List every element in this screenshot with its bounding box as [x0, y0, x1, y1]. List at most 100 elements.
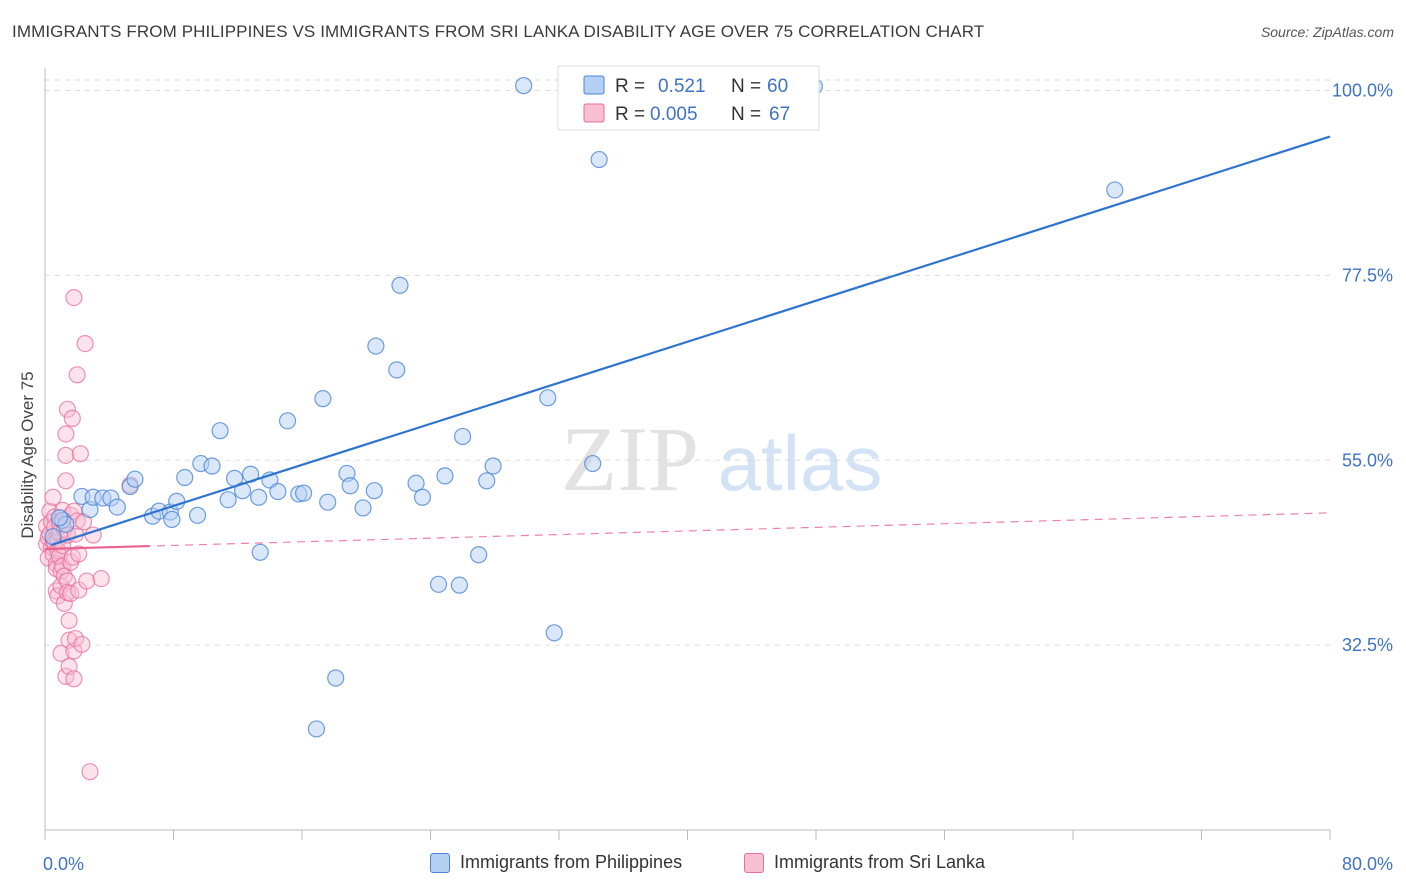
- y-tick-label: 100.0%: [1332, 81, 1393, 101]
- point-philippines: [307, 720, 326, 738]
- point-philippines: [126, 470, 144, 488]
- point-sri-lanka: [73, 635, 91, 653]
- point-philippines: [429, 575, 448, 593]
- top-legend-r-value-blue: 0.521: [658, 76, 706, 97]
- point-philippines: [545, 624, 563, 642]
- point-philippines: [354, 499, 372, 517]
- point-philippines: [470, 546, 488, 564]
- bottom-legend: Immigrants from Philippines Immigrants f…: [0, 852, 1406, 878]
- point-philippines: [407, 474, 425, 492]
- point-philippines: [413, 488, 432, 506]
- series-philippines-points: [44, 77, 1124, 738]
- top-legend: R = 0.521 N = 60 R = 0.005 N = 67: [557, 65, 820, 131]
- legend-item-sri-lanka[interactable]: Immigrants from Sri Lanka: [744, 852, 985, 873]
- y-tick-labels: 32.5% 55.0% 77.5% 100.0%: [1332, 81, 1393, 656]
- point-philippines: [250, 488, 268, 506]
- point-sri-lanka: [66, 629, 85, 648]
- top-legend-r-label-pink: R =: [615, 104, 645, 125]
- point-philippines: [1106, 181, 1124, 199]
- point-philippines: [203, 457, 221, 475]
- point-sri-lanka: [92, 569, 110, 588]
- source-label: Source: ZipAtlas.com: [1260, 24, 1394, 40]
- point-philippines: [327, 669, 345, 687]
- trend-line-philippines: [51, 135, 1331, 546]
- legend-label-sri-lanka: Immigrants from Sri Lanka: [774, 852, 986, 872]
- point-philippines: [484, 457, 502, 475]
- point-philippines: [319, 493, 337, 511]
- point-sri-lanka: [44, 488, 62, 506]
- point-philippines: [219, 491, 237, 509]
- axes: [44, 68, 1331, 840]
- top-legend-n-label-blue: N =: [731, 76, 761, 97]
- point-sri-lanka: [60, 611, 78, 630]
- x-tick-label-max: 80.0%: [1342, 854, 1393, 874]
- point-philippines: [367, 337, 385, 355]
- point-philippines: [365, 482, 383, 500]
- point-philippines: [391, 276, 409, 294]
- watermark-atlas: atlas: [718, 419, 883, 507]
- top-legend-swatch-blue: [583, 75, 605, 95]
- trend-line-sri-lanka-solid: [44, 544, 150, 551]
- point-philippines: [454, 427, 472, 446]
- top-legend-r-label-blue: R =: [615, 76, 645, 97]
- point-sri-lanka: [70, 545, 88, 563]
- point-philippines: [436, 467, 454, 485]
- point-sri-lanka: [76, 335, 94, 353]
- point-philippines: [341, 477, 359, 495]
- point-philippines: [188, 506, 207, 524]
- point-sri-lanka: [65, 670, 83, 688]
- point-philippines: [388, 361, 406, 379]
- point-sri-lanka: [57, 472, 75, 490]
- point-sri-lanka: [52, 644, 70, 662]
- point-philippines: [314, 390, 332, 408]
- point-sri-lanka: [60, 631, 78, 649]
- trend-lines: [44, 135, 1331, 551]
- legend-swatch-philippines: [430, 852, 450, 873]
- top-legend-n-label-pink: N =: [731, 104, 761, 125]
- point-sri-lanka: [55, 567, 73, 585]
- legend-label-philippines: Immigrants from Philippines: [460, 852, 683, 872]
- point-philippines: [251, 543, 269, 561]
- point-philippines: [515, 77, 533, 95]
- chart-title: IMMIGRANTS FROM PHILIPPINES VS IMMIGRANT…: [12, 22, 985, 41]
- point-sri-lanka: [65, 288, 83, 307]
- point-sri-lanka: [57, 446, 75, 464]
- top-legend-n-value-blue: 60: [767, 76, 788, 97]
- point-sri-lanka: [58, 400, 77, 418]
- top-legend-r-value-pink: 0.005: [650, 104, 698, 125]
- point-philippines: [590, 150, 608, 169]
- y-tick-label: 55.0%: [1342, 450, 1393, 470]
- point-sri-lanka: [55, 594, 73, 612]
- x-tick-labels: 0.0% 80.0%: [43, 854, 1393, 874]
- top-legend-n-value-pink: 67: [769, 104, 790, 125]
- point-philippines: [176, 468, 194, 487]
- point-sri-lanka: [81, 763, 99, 781]
- point-sri-lanka: [57, 425, 75, 443]
- y-tick-label: 77.5%: [1342, 265, 1393, 285]
- watermark-zip: ZIP: [561, 408, 699, 510]
- watermark: ZIP atlas: [561, 408, 882, 510]
- y-tick-label: 32.5%: [1342, 635, 1393, 655]
- legend-swatch-sri-lanka: [744, 852, 764, 873]
- point-philippines: [233, 482, 252, 500]
- point-philippines: [211, 422, 229, 440]
- point-philippines: [478, 472, 496, 490]
- top-legend-swatch-pink: [583, 103, 605, 123]
- point-sri-lanka: [78, 572, 96, 590]
- point-philippines: [278, 412, 297, 430]
- point-philippines: [50, 509, 69, 527]
- x-tick-label-min: 0.0%: [43, 854, 84, 874]
- point-philippines: [163, 510, 181, 529]
- gridlines: [45, 79, 1330, 646]
- trend-line-sri-lanka-dashed: [44, 512, 1331, 550]
- legend-item-philippines[interactable]: Immigrants from Philippines: [430, 852, 682, 873]
- point-philippines: [108, 498, 126, 516]
- point-philippines: [295, 484, 313, 502]
- point-sri-lanka: [71, 445, 89, 463]
- y-axis-label: Disability Age Over 75: [18, 371, 37, 538]
- point-philippines: [539, 389, 557, 407]
- point-sri-lanka: [63, 409, 81, 427]
- point-sri-lanka: [68, 366, 86, 384]
- point-philippines: [450, 576, 469, 594]
